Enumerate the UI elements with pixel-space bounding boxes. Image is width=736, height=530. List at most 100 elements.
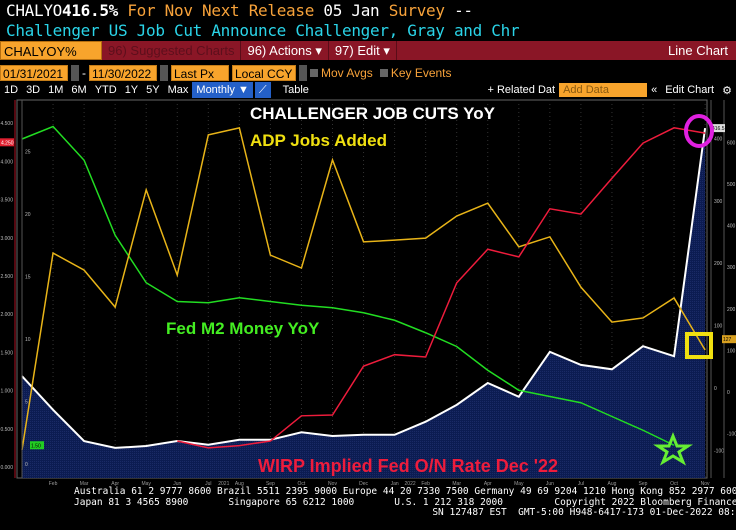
footer: Australia 61 2 9777 8600 Brazil 5511 239…	[74, 486, 736, 519]
calendar-icon[interactable]	[71, 64, 79, 81]
key-events-checkbox[interactable]	[379, 68, 388, 77]
x-tick-label: Feb	[421, 481, 430, 486]
period-max[interactable]: Max	[167, 84, 189, 96]
year-label: 2021	[218, 481, 229, 486]
challenger-last-badge	[711, 124, 725, 133]
wirp-tick-label: 1.500	[0, 350, 13, 356]
x-tick-label: Jul	[578, 481, 584, 486]
chevron-down-icon[interactable]	[299, 64, 307, 81]
chart-toolbar: CHALYOY% Index 96) Suggested Charts 96) …	[0, 41, 736, 78]
wirp-tick-label: 0.500	[0, 427, 13, 433]
footer-line-3: SN 127487 EST GMT-5:00 H948-6417-173 01-…	[432, 507, 736, 518]
challenger-area	[22, 128, 706, 478]
x-tick-label: Dec	[359, 481, 368, 486]
price-select[interactable]: Last Px	[171, 64, 229, 81]
period-1m[interactable]: 1M	[48, 84, 64, 96]
m2-tick-label: 10	[25, 337, 31, 343]
x-tick-label: Oct	[670, 481, 678, 486]
x-tick-label: Apr	[484, 481, 492, 486]
table-button[interactable]: Table	[282, 84, 309, 96]
calendar-icon[interactable]	[160, 64, 168, 81]
add-data-input[interactable]: Add Data	[559, 83, 648, 97]
gear-icon[interactable]: ⚙	[722, 84, 732, 97]
wirp-last-badge	[0, 138, 14, 147]
period-6m[interactable]: 6M	[71, 84, 87, 96]
annotation-adp: ADP Jobs Added	[250, 131, 387, 150]
wirp-line	[177, 127, 706, 449]
adp-tick-label: 400	[727, 224, 736, 230]
security-header: CHALYO416.5% For Nov Next Release 05 Jan…	[6, 1, 473, 20]
x-tick-label: Apr	[111, 481, 119, 486]
wirp-tick-label: 3.500	[0, 198, 13, 204]
collapse-icon[interactable]: «	[651, 84, 658, 96]
wirp-tick-label: 0.000	[0, 465, 13, 471]
line-chart-icon[interactable]: ⟋	[254, 82, 271, 98]
challenger-line	[21, 127, 707, 449]
period-ytd[interactable]: YTD	[94, 84, 117, 96]
survey-label: Survey	[388, 1, 445, 20]
challenger-last-value: 416.5	[712, 126, 725, 132]
next-release-date: 05 Jan	[323, 1, 380, 20]
x-tick-label: Aug	[607, 481, 616, 486]
x-tick-label: Mar	[80, 481, 89, 486]
key-events-label: Key Events	[390, 65, 452, 80]
x-tick-label: May	[514, 481, 524, 486]
start-date-input[interactable]: 01/31/2021	[0, 64, 68, 81]
currency-select[interactable]: Local CCY	[232, 64, 296, 81]
m2-last-badge	[30, 441, 44, 450]
edit-chart-button[interactable]: Edit Chart	[665, 84, 715, 96]
adp-line	[21, 126, 706, 450]
star-icon	[653, 431, 693, 466]
security-field[interactable]: CHALYOY% Index	[0, 41, 102, 78]
date-controls: 01/31/2021 - 11/30/2022 Last Px Local CC…	[0, 64, 452, 81]
footer-line-2: Japan 81 3 4565 8900 Singapore 65 6212 1…	[74, 496, 736, 508]
mov-avgs-checkbox[interactable]	[310, 68, 318, 77]
challenger-tick-label: 200	[714, 261, 723, 267]
annotation-m2: Fed M2 Money YoY	[166, 319, 320, 338]
x-tick-label: Jun	[173, 481, 181, 486]
adp-tick-label: 200	[727, 307, 736, 313]
edit-menu[interactable]: 97) Edit ▾	[329, 41, 397, 60]
wirp-tick-label: 2.000	[0, 312, 13, 318]
adp-last-badge	[722, 335, 736, 344]
wirp-last-value: 4.250	[1, 140, 14, 146]
challenger-tick-label: 400	[714, 136, 723, 142]
adp-tick-label: 300	[727, 265, 736, 271]
highlight-circle	[684, 114, 714, 148]
wirp-tick-label: 4.000	[0, 159, 13, 165]
m2-tick-label: 15	[25, 275, 31, 281]
end-date-input[interactable]: 11/30/2022	[89, 64, 157, 81]
next-release-label: Next Release	[202, 1, 315, 20]
security-description: Challenger US Job Cut Announce Challenge…	[6, 21, 520, 40]
highlight-square	[685, 332, 713, 359]
x-tick-label: Mar	[452, 481, 461, 486]
adp-tick-label: 500	[727, 182, 736, 188]
x-tick-label: Nov	[328, 481, 337, 486]
period-3d[interactable]: 3D	[26, 84, 41, 96]
related-data-button[interactable]: + Related Dat	[487, 84, 556, 96]
survey-value: --	[454, 1, 473, 20]
challenger-tick-label: 0	[714, 386, 717, 392]
date-separator: -	[82, 65, 86, 80]
frequency-select[interactable]: Monthly ▼	[192, 82, 253, 98]
period-bar: 1D 3D 1M 6M YTD 1Y 5Y Max Monthly ▼ ⟋ Ta…	[0, 82, 736, 98]
year-label: 2022	[405, 481, 416, 486]
actions-menu[interactable]: 96) Actions ▾	[241, 41, 329, 60]
wirp-tick-label: 4.500	[0, 121, 13, 127]
x-tick-label: Nov	[701, 481, 710, 486]
footer-line-1: Australia 61 2 9777 8600 Brazil 5511 239…	[74, 486, 736, 497]
wirp-tick-label: 2.500	[0, 274, 13, 280]
period-5y[interactable]: 5Y	[146, 84, 160, 96]
suggested-charts-button[interactable]: 96) Suggested Charts	[102, 41, 242, 60]
adp-tick-label: 600	[727, 140, 736, 146]
m2-tick-label: 5	[25, 400, 28, 406]
challenger-tick-label: 100	[714, 324, 723, 330]
challenger-tick-label: -100	[714, 448, 724, 454]
x-tick-label: Sep	[639, 481, 648, 486]
period-1d[interactable]: 1D	[4, 84, 19, 96]
x-tick-label: Jul	[205, 481, 211, 486]
x-tick-label: May	[141, 481, 151, 486]
wirp-tick-label: 3.000	[0, 236, 13, 242]
mov-avgs-label: Mov Avgs	[321, 65, 373, 80]
period-1y[interactable]: 1Y	[124, 84, 139, 96]
